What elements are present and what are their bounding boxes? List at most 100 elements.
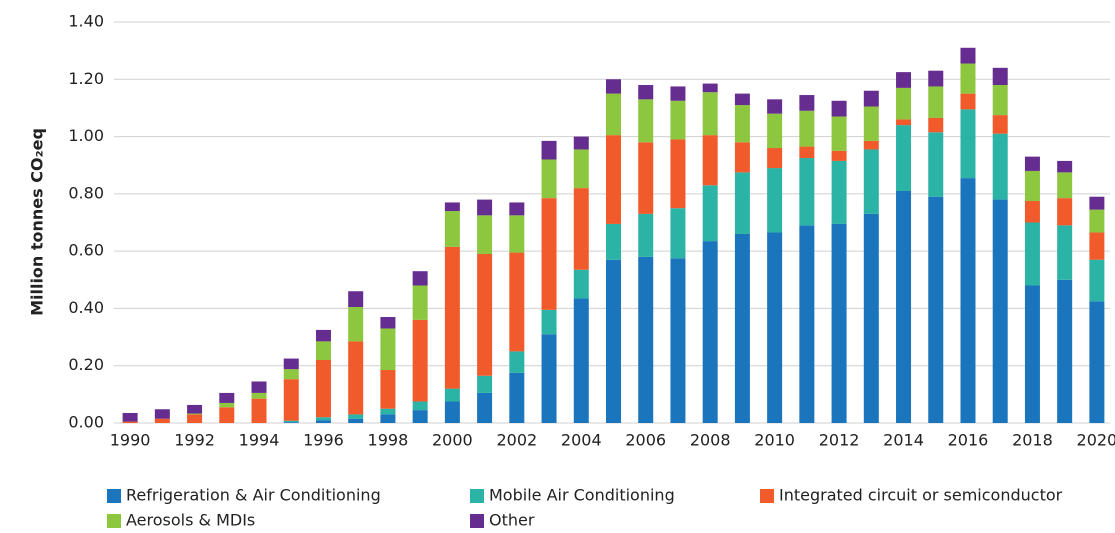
bar-segment (831, 150, 847, 161)
bar-segment (863, 90, 879, 107)
bar-segment (928, 196, 944, 423)
bar-segment (1024, 285, 1040, 423)
bar-segment (606, 223, 621, 260)
bar-segment (638, 213, 654, 257)
bar-segment (380, 370, 396, 409)
bar-segment (702, 241, 718, 423)
x-tick-label: 2018 (1012, 431, 1053, 450)
bar-segment (896, 87, 912, 120)
y-tick-label: 0.60 (68, 241, 104, 260)
bar-segment (444, 246, 460, 389)
y-tick-label: 0.80 (68, 183, 104, 202)
y-tick-label: 1.20 (68, 69, 104, 88)
bar-segment (477, 215, 493, 255)
bar-segment (702, 92, 718, 136)
bar-segment (992, 85, 1008, 116)
y-tick-label: 0.40 (68, 298, 104, 317)
bar-segment (573, 298, 589, 423)
x-tick-label: 1990 (110, 431, 151, 450)
bar-segment (960, 93, 976, 110)
bar-segment (702, 83, 718, 93)
bar-segment (315, 359, 331, 418)
bar-segment (992, 133, 1008, 200)
x-tick-label: 2020 (1077, 431, 1115, 450)
bar-segment (799, 95, 815, 111)
bar-segment (960, 109, 976, 179)
bar-segment (638, 142, 654, 214)
bar-segment (219, 392, 235, 403)
bar-segment (412, 410, 428, 423)
bar-segment (928, 117, 944, 133)
bar-segment (960, 47, 976, 64)
x-tick-label: 1996 (303, 431, 344, 450)
legend-swatch (107, 489, 121, 503)
bar-segment (1089, 196, 1105, 210)
bar-segment (444, 202, 460, 212)
bar-segment (734, 233, 750, 423)
bar-segment (412, 401, 428, 411)
bar-segment (670, 139, 686, 209)
bar-segment (863, 213, 879, 423)
bar-segment (992, 115, 1008, 134)
x-tick-label: 1998 (368, 431, 409, 450)
legend-label: Mobile Air Conditioning (489, 486, 675, 505)
bar-segment (1024, 201, 1040, 223)
bar-segment (1089, 209, 1105, 233)
bar-segment (187, 404, 203, 414)
bar-segment (251, 392, 267, 399)
bar-segment (187, 413, 203, 415)
legend-label: Aerosols & MDIs (126, 511, 255, 530)
bar-segment (315, 341, 331, 360)
x-tick-label: 2016 (948, 431, 989, 450)
bar-segment (380, 328, 396, 371)
bar-segment (477, 392, 493, 423)
bar-segment (380, 414, 396, 423)
y-axis-label: Million tonnes CO₂eq (28, 128, 47, 316)
bar-segment (606, 259, 621, 423)
bar-segment (1089, 301, 1105, 423)
bar-segment (283, 379, 299, 421)
bar-segment (1024, 156, 1040, 171)
bar-segment (799, 225, 815, 423)
bar-segment (799, 158, 815, 226)
x-tick-label: 2000 (432, 431, 473, 450)
bar-segment (122, 421, 138, 423)
bar-segment (251, 381, 267, 393)
x-tick-label: 2008 (690, 431, 731, 450)
bar-segment (509, 202, 525, 216)
bar-segment (444, 211, 460, 247)
bar-segment (896, 119, 912, 126)
bar-segment (1057, 225, 1073, 280)
bar-segment (509, 372, 525, 423)
bar-segment (831, 116, 847, 151)
bar-segment (348, 306, 364, 342)
bar-segment (638, 99, 654, 143)
bar-segment (541, 309, 557, 335)
bar-segment (1024, 222, 1040, 286)
bar-segment (767, 232, 783, 423)
bar-segment (315, 329, 331, 342)
bar-segment (799, 110, 815, 147)
bar-segment (638, 85, 654, 100)
bar-segment (154, 409, 170, 419)
y-tick-label: 1.40 (68, 12, 104, 31)
bar-segment (573, 269, 589, 299)
x-tick-label: 1992 (174, 431, 215, 450)
bar-segment (638, 256, 654, 423)
bar-segment (412, 319, 428, 402)
legend-swatch (470, 489, 484, 503)
bar-segment (477, 375, 493, 393)
x-tick-label: 2002 (496, 431, 537, 450)
bar-segment (251, 398, 267, 423)
bar-segment (767, 113, 783, 149)
bar-segment (799, 146, 815, 159)
bar-segment (734, 172, 750, 234)
x-tick-label: 1994 (239, 431, 280, 450)
bar-segment (767, 148, 783, 169)
legend-label: Refrigeration & Air Conditioning (126, 486, 381, 505)
bar-segment (670, 208, 686, 259)
bar-segment (670, 100, 686, 140)
bar-segment (509, 215, 525, 253)
x-tick-label: 2014 (883, 431, 924, 450)
